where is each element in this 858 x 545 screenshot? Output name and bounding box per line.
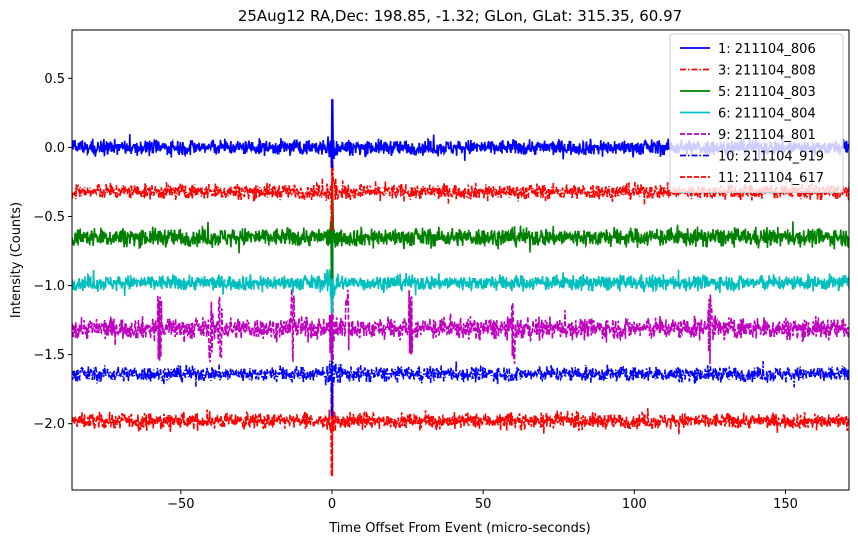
series-line [72, 289, 849, 365]
y-axis: 0.5 0.0 −0.5 −1.0 −1.5 −2.0 [33, 72, 72, 432]
legend-label: 9: 211104_801 [718, 128, 816, 143]
y-axis-label: Intensity (Counts) [9, 202, 24, 318]
series-line [72, 188, 849, 279]
x-axis-label: Time Offset From Event (micro-seconds) [328, 521, 591, 536]
legend-label: 6: 211104_804 [718, 107, 816, 122]
legend-label: 10: 211104_919 [718, 150, 824, 165]
x-tick-label: −50 [167, 497, 194, 512]
x-axis: −50 0 50 100 150 [167, 490, 798, 512]
y-tick-label: 0.0 [44, 141, 65, 156]
legend-label: 5: 211104_803 [718, 85, 816, 100]
x-tick-label: 100 [622, 497, 647, 512]
chart-title: 25Aug12 RA,Dec: 198.85, -1.32; GLon, GLa… [238, 7, 682, 25]
x-tick-label: 50 [475, 497, 492, 512]
x-tick-label: 150 [773, 497, 798, 512]
y-tick-label: −0.5 [33, 210, 65, 225]
legend-label: 1: 211104_806 [718, 42, 816, 57]
plot-frame [71, 29, 850, 491]
y-tick-label: −1.5 [33, 348, 65, 363]
x-tick-label: 0 [328, 497, 336, 512]
y-tick-label: −1.0 [33, 279, 65, 294]
legend: 1: 211104_806 3: 211104_808 5: 211104_803 6… [669, 33, 844, 193]
y-tick-label: 0.5 [44, 72, 65, 87]
y-tick-label: −2.0 [33, 417, 65, 432]
legend-label: 3: 211104_808 [718, 64, 816, 79]
legend-box [669, 33, 844, 193]
series-line [72, 230, 849, 314]
series-line [72, 382, 849, 477]
series-line [72, 333, 849, 417]
legend-label: 11: 211104_617 [718, 171, 824, 186]
